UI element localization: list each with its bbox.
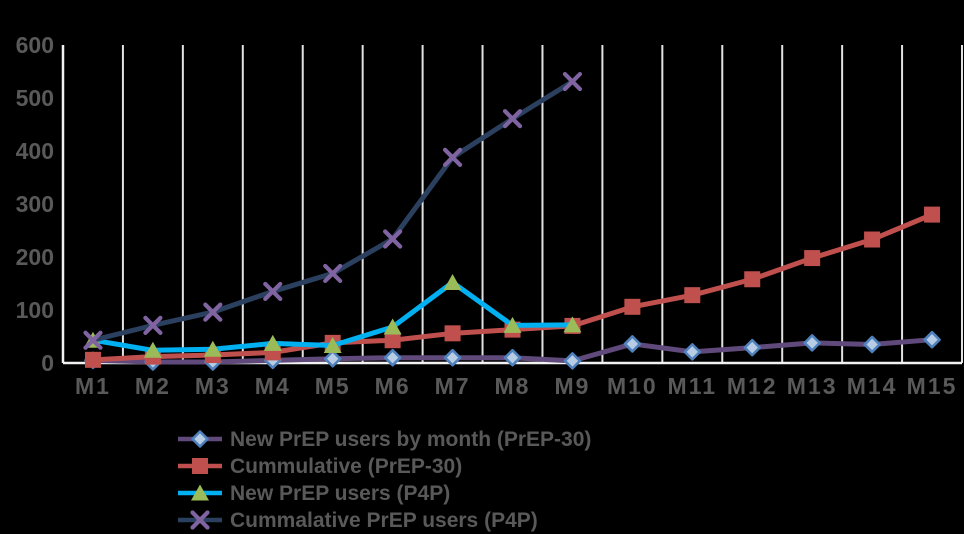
legend-item-label: Cummulative (PrEP-30) xyxy=(230,455,462,478)
data-point-marker-triangle xyxy=(191,484,209,501)
data-point-marker-diamond xyxy=(743,338,762,357)
x-axis-category-label: M1 xyxy=(75,373,111,399)
x-axis-category-label: M8 xyxy=(495,373,531,399)
x-axis-category-label: M4 xyxy=(255,373,291,399)
data-point-marker-x xyxy=(203,302,223,322)
data-point-marker-triangle xyxy=(563,316,582,333)
data-point-marker-triangle xyxy=(143,341,162,358)
data-point-marker-diamond xyxy=(383,348,402,367)
legend-item-label: Cummalative PrEP users (P4P) xyxy=(230,509,538,532)
x-axis-category-label: M9 xyxy=(554,373,590,399)
data-point-marker-x xyxy=(263,281,283,302)
y-axis-tick-label: 300 xyxy=(16,191,54,217)
data-point-marker-square xyxy=(84,351,101,368)
data-point-marker-triangle xyxy=(323,337,342,354)
data-point-marker-x xyxy=(502,109,523,129)
x-axis-category-label: M6 xyxy=(375,373,411,399)
x-axis-category-label: M14 xyxy=(847,373,898,399)
data-point-marker-diamond xyxy=(863,335,881,354)
data-point-marker-triangle xyxy=(203,340,222,357)
y-axis-tick-label: 500 xyxy=(16,85,54,111)
legend-item-label: New PrEP users (P4P) xyxy=(230,482,450,505)
x-axis-category-label: M13 xyxy=(787,373,838,399)
data-point-marker-diamond xyxy=(503,348,522,367)
x-axis-category-label: M12 xyxy=(727,373,778,399)
x-axis-category-label: M15 xyxy=(907,373,958,399)
data-point-marker-diamond xyxy=(683,343,702,361)
data-point-marker-square xyxy=(684,287,701,304)
data-point-marker-triangle xyxy=(503,316,522,333)
y-axis-tick-label: 600 xyxy=(16,32,54,58)
data-point-marker-diamond xyxy=(191,430,209,448)
x-axis-category-label: M3 xyxy=(195,373,231,399)
data-point-marker-diamond xyxy=(563,352,582,370)
data-point-marker-diamond xyxy=(443,348,462,367)
data-point-marker-x xyxy=(323,263,343,284)
data-point-marker-square xyxy=(804,250,821,267)
data-point-marker-triangle xyxy=(263,334,282,351)
data-point-marker-x xyxy=(190,510,210,530)
data-point-marker-x xyxy=(143,315,163,335)
x-axis-category-label: M5 xyxy=(315,373,351,399)
data-point-marker-diamond xyxy=(323,349,342,368)
data-point-marker-x xyxy=(83,330,103,350)
data-point-marker-square xyxy=(624,298,641,315)
data-point-marker-square xyxy=(444,325,461,342)
data-point-marker-x xyxy=(442,147,463,167)
data-point-marker-square xyxy=(924,206,941,223)
data-point-marker-triangle xyxy=(443,273,462,290)
data-point-marker-x xyxy=(562,71,583,92)
y-axis-tick-label: 100 xyxy=(16,297,54,323)
x-axis-category-label: M10 xyxy=(607,373,658,399)
y-axis-tick-label: 400 xyxy=(16,138,54,164)
data-point-marker-diamond xyxy=(923,330,941,349)
data-point-marker-square xyxy=(192,458,208,474)
data-point-marker-triangle xyxy=(383,318,402,335)
data-point-marker-square xyxy=(864,231,881,248)
x-axis-category-label: M11 xyxy=(668,373,717,399)
legend-item-label: New PrEP users by month (PrEP-30) xyxy=(230,428,591,451)
data-point-marker-x xyxy=(383,229,403,249)
data-point-marker-square xyxy=(744,271,761,288)
y-axis-tick-label: 0 xyxy=(41,350,54,376)
x-axis-category-label: M2 xyxy=(135,373,171,399)
y-axis-tick-label: 200 xyxy=(16,244,54,270)
data-point-marker-square xyxy=(384,332,401,349)
x-axis-category-label: M7 xyxy=(435,373,471,399)
data-point-marker-diamond xyxy=(623,335,642,353)
data-point-marker-diamond xyxy=(803,334,821,352)
